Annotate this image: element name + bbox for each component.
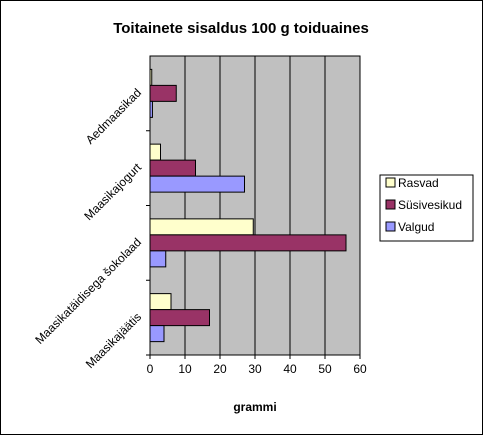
x-tick-label: 50: [318, 362, 332, 376]
bar-süsivesikud: [149, 159, 196, 177]
legend-label: Valgud: [398, 220, 434, 234]
x-tick-label: 60: [353, 362, 367, 376]
legend: Rasvad Süsivesikud Valgud: [379, 174, 474, 242]
x-tick-label: 30: [248, 362, 262, 376]
x-tick-label: 0: [147, 362, 154, 376]
bar-süsivesikud: [149, 84, 177, 102]
bars: [149, 68, 347, 343]
bar-valgud: [149, 250, 167, 268]
x-ticks: 0 10 20 30 40 50 60: [147, 355, 367, 376]
x-tick-label: 20: [213, 362, 227, 376]
bar-rasvad: [149, 293, 172, 311]
chart-title: Toitainete sisaldus 100 g toiduaines: [113, 20, 369, 37]
bar-valgud: [149, 175, 245, 193]
x-axis-title: grammi: [233, 400, 276, 414]
x-tick-label: 10: [178, 362, 192, 376]
legend-label: Süsivesikud: [398, 198, 462, 212]
bar-valgud: [149, 325, 165, 343]
bar-süsivesikud: [149, 309, 210, 327]
bar-rasvad: [149, 143, 161, 161]
x-tick-label: 40: [283, 362, 297, 376]
bar-süsivesikud: [149, 234, 347, 252]
legend-swatch: [385, 221, 396, 232]
bar-rasvad: [149, 218, 254, 236]
legend-label: Rasvad: [398, 176, 439, 190]
legend-swatch: [385, 177, 396, 188]
gridlines: [184, 56, 361, 355]
legend-swatch: [385, 199, 396, 210]
